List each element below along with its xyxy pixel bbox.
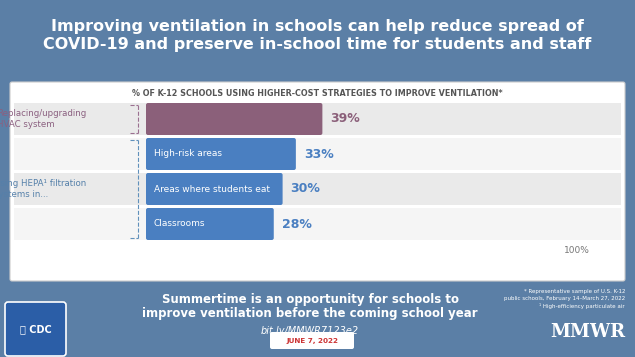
Text: * Representative sample of U.S. K-12: * Representative sample of U.S. K-12 xyxy=(523,289,625,294)
Bar xyxy=(14,103,621,135)
Text: 100%: 100% xyxy=(564,246,590,255)
FancyBboxPatch shape xyxy=(10,82,625,281)
Text: 33%: 33% xyxy=(304,147,333,161)
Text: Using HEPA¹ filtration
systems in...: Using HEPA¹ filtration systems in... xyxy=(0,179,86,199)
Text: 🛡 CDC: 🛡 CDC xyxy=(20,324,51,334)
Text: Improving ventilation in schools can help reduce spread of: Improving ventilation in schools can hel… xyxy=(51,20,584,35)
Text: 30%: 30% xyxy=(291,182,321,196)
Text: bit.ly/MMWR7123e2: bit.ly/MMWR7123e2 xyxy=(261,326,359,336)
Text: 39%: 39% xyxy=(330,112,360,126)
Text: % OF K-12 SCHOOLS USING HIGHER-COST STRATEGIES TO IMPROVE VENTILATION*: % OF K-12 SCHOOLS USING HIGHER-COST STRA… xyxy=(131,90,502,99)
Bar xyxy=(14,138,621,170)
Text: Replacing/upgrading
HVAC system: Replacing/upgrading HVAC system xyxy=(0,109,86,129)
FancyBboxPatch shape xyxy=(146,103,323,135)
Text: ¹ High-efficiency particulate air: ¹ High-efficiency particulate air xyxy=(539,303,625,309)
Text: COVID-19 and preserve in-school time for students and staff: COVID-19 and preserve in-school time for… xyxy=(43,36,591,51)
Text: Classrooms: Classrooms xyxy=(154,220,206,228)
Text: MMWR: MMWR xyxy=(550,323,625,341)
FancyBboxPatch shape xyxy=(146,138,296,170)
Text: Areas where students eat: Areas where students eat xyxy=(154,185,270,193)
Bar xyxy=(14,208,621,240)
Text: public schools, February 14–March 27, 2022: public schools, February 14–March 27, 20… xyxy=(504,296,625,301)
FancyBboxPatch shape xyxy=(5,302,66,356)
Bar xyxy=(14,173,621,205)
Text: improve ventilation before the coming school year: improve ventilation before the coming sc… xyxy=(142,307,478,320)
FancyBboxPatch shape xyxy=(270,332,354,349)
Text: High-risk areas: High-risk areas xyxy=(154,150,222,159)
Text: 28%: 28% xyxy=(282,217,312,231)
Text: JUNE 7, 2022: JUNE 7, 2022 xyxy=(286,337,338,343)
Text: Summertime is an opportunity for schools to: Summertime is an opportunity for schools… xyxy=(161,292,458,306)
FancyBboxPatch shape xyxy=(146,173,283,205)
FancyBboxPatch shape xyxy=(146,208,274,240)
